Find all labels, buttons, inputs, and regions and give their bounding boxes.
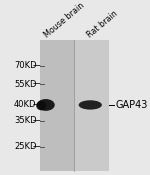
Text: —: — [32,100,40,109]
Bar [40,40,74,171]
Text: —: — [32,116,40,125]
Text: Mouse brain: Mouse brain [43,1,86,39]
Text: Rat brain: Rat brain [85,9,119,39]
Text: 25KD: 25KD [14,142,36,151]
Ellipse shape [79,100,102,110]
Text: —: — [32,80,40,89]
Ellipse shape [37,99,55,111]
Text: 55KD: 55KD [14,80,36,89]
Text: 35KD: 35KD [14,116,36,125]
Text: —: — [32,61,40,70]
Text: 40KD: 40KD [14,100,36,109]
Text: GAP43: GAP43 [116,100,148,110]
Ellipse shape [36,101,46,110]
Text: 70KD: 70KD [14,61,36,70]
Bar [74,40,109,171]
Text: —: — [32,142,40,151]
